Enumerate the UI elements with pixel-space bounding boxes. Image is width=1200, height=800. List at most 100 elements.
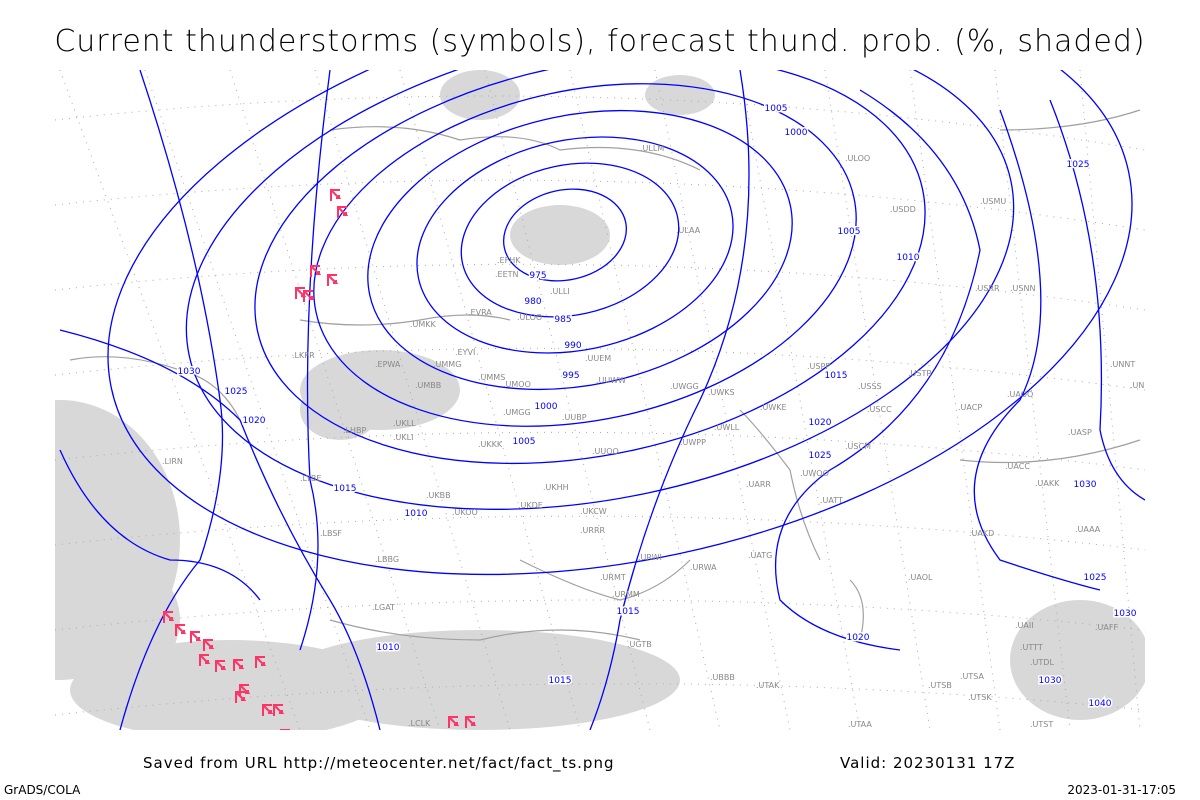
station-label: .UNBB [1130,381,1155,390]
station-label: .UBBB [710,673,735,682]
isobar [119,70,224,730]
station-label: .ULAA [676,226,701,235]
isobar-label: 1020 [847,633,870,643]
parallel [55,431,1145,471]
isobar-label: 980 [524,297,541,307]
coastline [329,619,641,641]
station-label: .UAOL [908,573,933,582]
meridian [1165,70,1200,730]
coastline [739,409,821,561]
valid-time: Valid: 20230131 17Z [840,754,1016,772]
thunderstorm-icon-glyph [337,206,349,218]
thunderstorm-icon-glyph [203,639,215,651]
station-label: .UAKK [1035,479,1060,488]
station-label: .UASP [1068,428,1092,437]
thunderstorm-icon [310,265,322,277]
thunderstorm-icon-glyph [262,704,274,716]
thunderstorm-icon [262,704,274,716]
station-label: .UUEM [585,354,611,363]
isobars [59,70,1145,730]
station-label: .UMKK [410,320,437,329]
station-label: .UMMS [478,373,505,382]
isobar [589,70,750,730]
station-label: .UARR [746,480,771,489]
station-label: .LHBP [343,426,367,435]
station-label: .UWKS [708,388,735,397]
thunderstorm-icon-glyph [175,624,187,636]
meridian [994,70,1071,730]
station-label: .LBSF [320,529,342,538]
graticule [55,70,1200,730]
station-label: .UMGG [503,408,531,417]
isobar [185,70,1015,510]
isobar [774,89,981,651]
thunderstorm-icon [330,189,342,201]
station-label: .UAFF [1095,623,1118,632]
isobar [1049,99,1145,501]
thunderstorm-symbols [163,189,477,730]
parallel [55,599,1145,631]
station-label: .EVRA [468,308,492,317]
map-title: Current thunderstorms (symbols), forecas… [54,24,1146,59]
station-label: .UTSK [968,693,992,702]
coastline [329,126,701,171]
thunderstorm-icon [175,624,187,636]
station-label: .LCLK [408,719,431,728]
station-label: .UAAA [1075,525,1101,534]
station-label: .UKDE [518,501,543,510]
station-label: .EPWA [375,360,401,369]
shaded-area [300,380,380,440]
thunderstorm-icon-glyph [233,659,245,671]
thunderstorm-icon-glyph [273,704,285,716]
station-label: .USSS [858,382,882,391]
isobar [416,136,734,354]
thunderstorm-icon-glyph [255,656,267,668]
source-url: Saved from URL http://meteocenter.net/fa… [143,754,615,772]
station-label: .UKOO [452,508,478,517]
thunderstorm-icon-glyph [465,716,477,728]
coastlines [69,109,1141,641]
thunderstorm-icon [215,660,227,672]
isobar-label: 1030 [178,367,201,377]
isobar [460,162,680,318]
station-label: .URRR [580,526,606,535]
station-label: .ULOO [517,313,542,322]
meridian [654,70,791,730]
thunderstorm-icon-glyph [330,189,342,201]
isobar-label: 1005 [765,104,788,114]
station-label: .UAKD [969,529,994,538]
coastline [519,559,691,601]
station-label: .UGTB [627,640,652,649]
isobar-label: 1025 [1067,160,1090,170]
thunderstorm-icon-glyph [448,716,460,728]
station-label: .UKCW [580,507,607,516]
station-label: .UMOO [503,380,531,389]
thunderstorm-icon-glyph [327,274,339,286]
meridian [569,70,721,730]
thunderstorm-icon [327,274,339,286]
shaded-area [280,630,680,730]
station-label: .USPP [807,362,830,371]
thunderstorm-icon [233,659,245,671]
station-label: .EYVI [455,348,475,357]
isobar-label: 1040 [1089,699,1112,709]
thunderstorm-icon-glyph [235,691,247,703]
thunderstorm-icon [163,611,175,623]
isobar [59,449,261,601]
meridian [909,70,1001,730]
thunderstorm-icon [303,290,315,302]
station-label: .EETN [495,270,519,279]
parallel [55,347,1145,391]
isobar [254,70,926,465]
isobar-label: 1020 [809,418,832,428]
shaded-area [510,205,610,265]
station-label: .UMMG [433,360,461,369]
thunderstorm-icon-glyph [190,631,202,643]
isobar-label: 990 [564,341,581,351]
station-label: .URWA [690,563,717,572]
isobar-label: 1015 [334,484,357,494]
station-label: .LKPR [292,351,315,360]
isobar-label: 1015 [549,676,572,686]
station-label: .UAOO [1007,390,1033,399]
